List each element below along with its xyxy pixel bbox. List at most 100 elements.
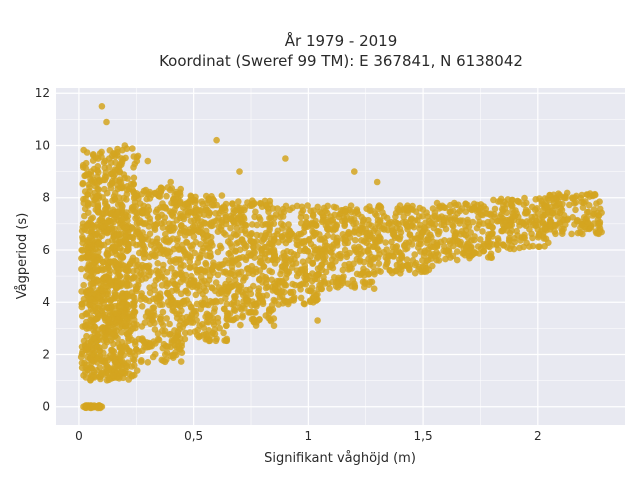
scatter-point [328,249,335,256]
scatter-point [95,248,102,256]
scatter-point [145,206,153,214]
y-tick-label: 12 [35,86,50,100]
scatter-point [112,283,120,290]
scatter-point [94,173,101,181]
scatter-point [253,221,261,229]
scatter-point [192,291,200,299]
scatter-point [451,233,459,240]
scatter-point [133,157,141,165]
scatter-point [164,298,172,306]
scatter-point [442,225,450,233]
scatter-point [118,159,126,166]
scatter-point [333,221,341,229]
scatter-point [228,243,235,250]
y-tick-label: 0 [42,400,50,414]
scatter-point [250,239,258,246]
scatter-point [167,178,174,186]
scatter-point [568,230,575,238]
scatter-point [145,223,153,230]
scatter-point [342,205,350,213]
scatter-point [274,205,281,212]
scatter-point [365,270,373,278]
scatter-point [167,330,174,338]
scatter-point [312,229,320,237]
scatter-point [240,297,247,305]
y-axis-ticks: 0 2 4 6 8 10 12 [35,86,50,413]
scatter-point [193,300,201,308]
scatter-point [526,225,533,233]
scatter-point [213,298,220,306]
scatter-point [211,287,219,295]
scatter-point [287,248,295,256]
scatter-point [373,178,381,186]
scatter-point [521,231,528,239]
scatter-point [138,303,146,310]
scatter-point [83,325,90,332]
scatter-point [295,231,303,238]
scatter-point [494,246,502,253]
scatter-point [362,225,370,233]
scatter-point [396,233,404,241]
scatter-point [277,270,284,278]
scatter-point [546,226,554,233]
scatter-point [151,326,159,333]
scatter-point [340,214,348,222]
scatter-point [151,319,158,327]
scatter-point [292,260,300,267]
scatter-point [83,287,90,295]
scatter-point [94,200,101,207]
scatter-point [209,242,216,249]
scatter-point [318,261,325,269]
scatter-point [251,213,258,221]
scatter-point [425,266,433,274]
scatter-point [435,205,443,212]
scatter-point [172,259,179,266]
y-tick-label: 6 [42,243,50,257]
scatter-point [402,218,410,226]
scatter-point [380,212,388,220]
scatter-point [368,222,375,230]
scatter-point [101,342,108,350]
scatter-point [477,204,484,212]
scatter-point [277,213,284,221]
scatter-point [539,220,547,227]
scatter-point [159,224,167,231]
scatter-point [393,261,401,269]
scatter-point [147,340,154,348]
scatter-point [464,201,471,209]
scatter-point [225,250,232,257]
scatter-point [236,283,243,290]
scatter-point [165,280,173,288]
scatter-point [161,351,169,358]
scatter-point [279,300,287,307]
scatter-point [309,211,317,219]
scatter-point [213,136,220,144]
scatter-point [279,205,287,213]
scatter-point [431,212,438,220]
scatter-point [168,339,176,346]
scatter-point [384,226,392,234]
scatter-point [181,224,188,232]
scatter-point [411,269,419,277]
scatter-point [339,231,347,238]
scatter-point [259,272,266,280]
scatter-point [227,224,234,232]
scatter-point [163,192,170,200]
scatter-point [136,217,144,224]
scatter-point [155,272,163,280]
scatter-point [118,368,126,375]
scatter-point [541,243,548,250]
x-tick-label: 0,5 [184,429,203,443]
scatter-point [123,209,130,216]
scatter-point [238,306,245,313]
scatter-point [145,262,153,270]
scatter-point [152,350,159,358]
scatter-point [375,260,383,268]
scatter-point [306,297,314,304]
scatter-point [164,184,172,191]
scatter-point [182,251,189,259]
scatter-point [152,295,160,302]
scatter-point [322,216,330,224]
scatter-point [129,254,137,262]
scatter-point [559,228,566,235]
